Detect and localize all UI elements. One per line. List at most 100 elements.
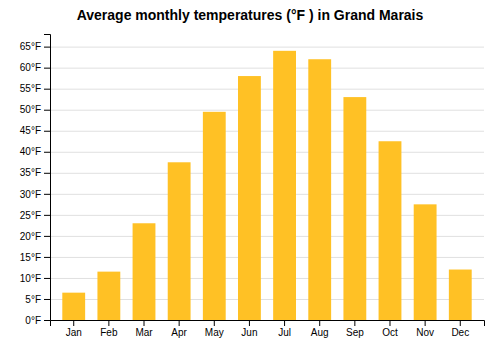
y-tick-label: 30°F — [20, 189, 41, 200]
x-tick: Aug — [311, 320, 329, 338]
x-tick-mark — [389, 320, 390, 326]
grid-line — [50, 68, 484, 69]
grid-tick — [50, 68, 484, 69]
y-tick-label: 65°F — [20, 41, 41, 52]
x-tick: Jan — [66, 320, 82, 338]
y-tick: 45°F — [20, 125, 50, 136]
y-tick-mark — [44, 299, 50, 300]
bar — [168, 162, 191, 320]
y-tick-label: 20°F — [20, 231, 41, 242]
x-tick-label: Oct — [382, 327, 398, 338]
x-tick: Mar — [135, 320, 153, 338]
y-tick: 0°F — [25, 315, 50, 326]
x-tick: Dec — [451, 320, 469, 338]
x-tick: Sep — [346, 320, 364, 338]
y-tick-mark — [44, 131, 50, 132]
y-tick-mark — [44, 47, 50, 48]
y-tick-label: 25°F — [20, 210, 41, 221]
x-tick: Jun — [241, 320, 257, 338]
bar — [97, 272, 120, 320]
x-tick: Feb — [100, 320, 118, 338]
y-tick-label: 50°F — [20, 104, 41, 115]
x-axis: Jan Feb Mar Apr May Jun Jul Aug Sep Oct Nov Dec — [51, 320, 485, 338]
y-tick-label: 0°F — [25, 315, 41, 326]
y-tick: 50°F — [20, 104, 50, 115]
y-tick-mark — [44, 110, 50, 111]
x-tick-mark — [108, 320, 109, 326]
bars — [62, 51, 471, 320]
x-tick-mark — [73, 320, 74, 326]
x-tick: Oct — [382, 320, 398, 338]
y-tick: 65°F — [20, 41, 50, 52]
bar — [133, 223, 156, 320]
chart: 0°F5°F10°F15°F20°F25°F30°F35°F40°F45°F50… — [0, 0, 500, 350]
x-tick-label: Sep — [346, 327, 364, 338]
grid-line — [50, 194, 484, 195]
x-tick-mark — [284, 320, 285, 326]
grid-line — [50, 89, 484, 90]
y-tick-label: 35°F — [20, 167, 41, 178]
x-tick-mark — [214, 320, 215, 326]
y-tick: 5°F — [25, 294, 50, 305]
x-tick-label: Feb — [100, 327, 118, 338]
y-tick-label: 55°F — [20, 83, 41, 94]
y-tick-mark — [44, 236, 50, 237]
y-tick: 25°F — [20, 210, 50, 221]
plot-area: 0°F5°F10°F15°F20°F25°F30°F35°F40°F45°F50… — [20, 35, 485, 339]
grid-line — [50, 131, 484, 132]
x-tick-label: Mar — [135, 327, 153, 338]
bar — [343, 97, 366, 320]
x-tick-label: Jun — [241, 327, 257, 338]
y-axis-line — [44, 35, 51, 321]
x-tick-mark — [425, 320, 426, 326]
y-tick-mark — [44, 152, 50, 153]
grid-tick — [50, 110, 484, 111]
x-tick-mark — [144, 320, 145, 326]
x-tick-label: Nov — [416, 327, 434, 338]
y-tick-mark — [44, 194, 50, 195]
x-tick-label: May — [205, 327, 224, 338]
y-tick-mark — [44, 215, 50, 216]
grid-line — [50, 152, 484, 153]
y-tick: 35°F — [20, 167, 50, 178]
x-tick: May — [205, 320, 224, 338]
grid-tick — [50, 131, 484, 132]
x-tick-label: Aug — [311, 327, 329, 338]
bar — [449, 270, 472, 320]
y-tick-label: 45°F — [20, 125, 41, 136]
x-tick-label: Jan — [66, 327, 82, 338]
bar — [414, 204, 437, 320]
y-tick: 10°F — [20, 273, 50, 284]
y-tick: 60°F — [20, 62, 50, 73]
y-tick-mark — [44, 68, 50, 69]
grid-line — [50, 110, 484, 111]
grid-tick — [50, 152, 484, 153]
x-tick-mark — [179, 320, 180, 326]
title: Average monthly temperatures (°F ) in Gr… — [77, 7, 424, 23]
y-tick-label: 5°F — [25, 294, 41, 305]
bar — [308, 59, 331, 320]
x-tick: Jul — [278, 320, 291, 338]
y-tick-mark — [44, 278, 50, 279]
y-tick-mark — [44, 89, 50, 90]
y-tick: 20°F — [20, 231, 50, 242]
x-axis-line — [51, 321, 485, 327]
bar — [273, 51, 296, 320]
grid — [50, 47, 484, 320]
x-tick: Apr — [171, 320, 187, 338]
bar — [203, 112, 226, 320]
grid-tick — [50, 194, 484, 195]
y-tick-mark — [44, 173, 50, 174]
y-axis: 0°F5°F10°F15°F20°F25°F30°F35°F40°F45°F50… — [20, 35, 51, 326]
y-tick: 55°F — [20, 83, 50, 94]
y-tick-mark — [44, 320, 50, 321]
y-tick-mark — [44, 257, 50, 258]
y-tick-label: 10°F — [20, 273, 41, 284]
x-tick-mark — [354, 320, 355, 326]
y-tick: 40°F — [20, 146, 50, 157]
grid-tick — [50, 89, 484, 90]
x-tick-mark — [460, 320, 461, 326]
grid-tick — [50, 173, 484, 174]
grid-tick — [50, 47, 484, 48]
x-tick-label: Apr — [171, 327, 187, 338]
